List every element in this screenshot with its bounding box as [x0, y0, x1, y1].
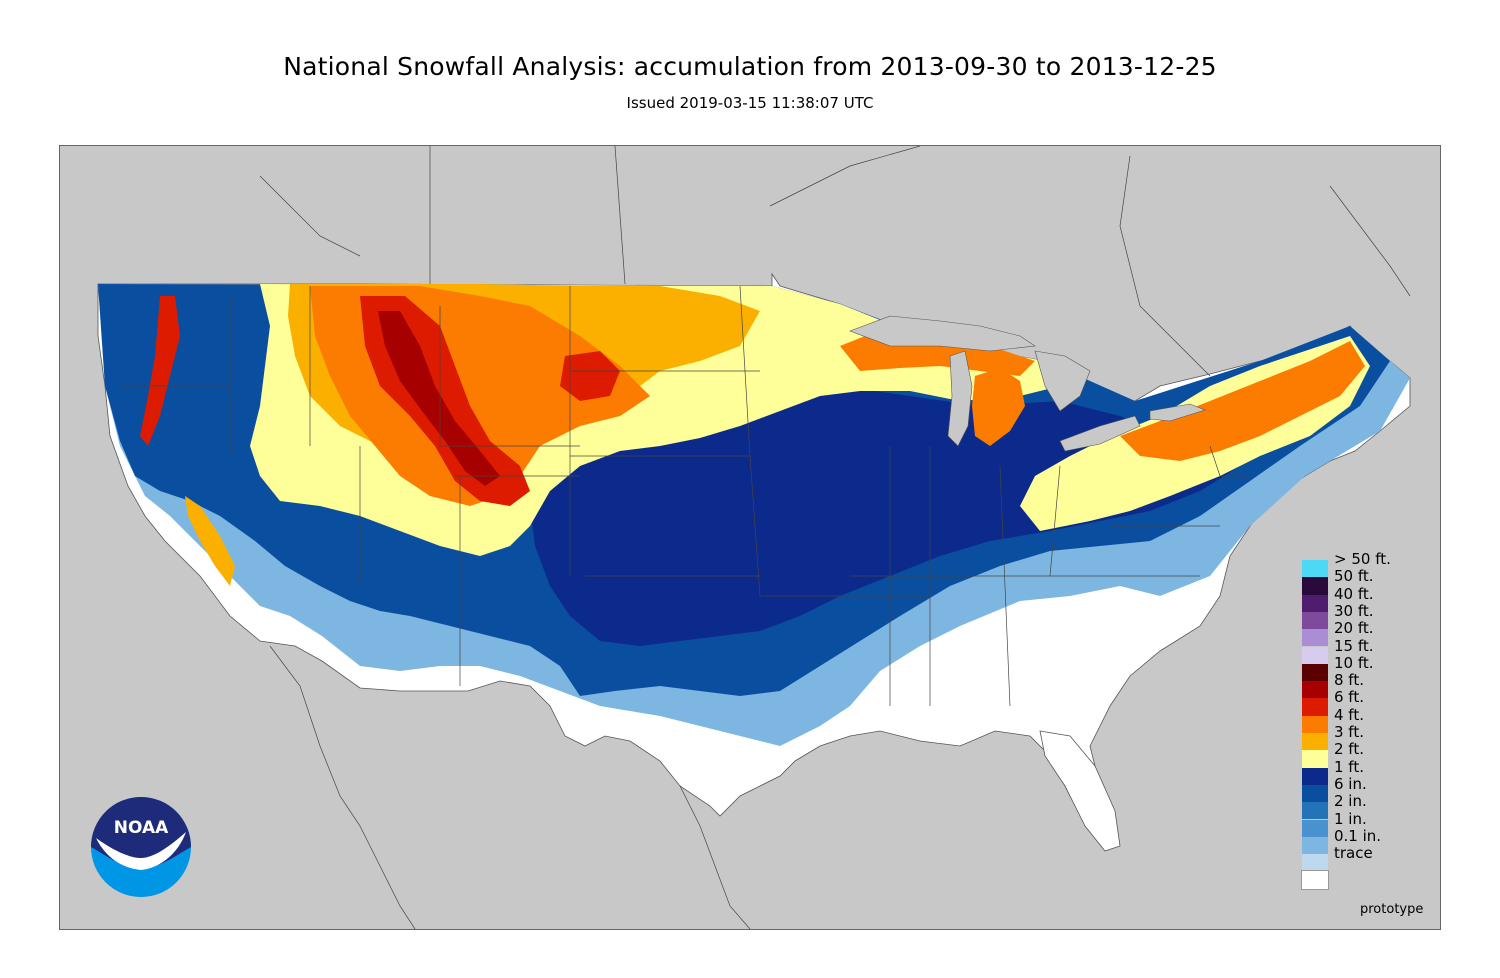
legend-label: 8 ft. [1334, 671, 1364, 690]
map-canvas [97, 146, 1411, 929]
legend-swatch [1302, 715, 1328, 733]
legend-label: 3 ft. [1334, 723, 1364, 741]
legend-swatch [1302, 819, 1328, 837]
legend-swatch [1302, 802, 1328, 820]
snowfall-map[interactable] [59, 145, 1441, 930]
florida-outline [1039, 730, 1121, 852]
legend-swatch [1302, 733, 1328, 751]
gulf-coast-mexico [679, 785, 751, 929]
legend-label: 1 ft. [1334, 757, 1364, 776]
legend-item: 1 in. [1302, 810, 1422, 837]
legend-label: > 50 ft. [1334, 550, 1391, 568]
legend-swatch [1302, 663, 1328, 682]
legend-label: 50 ft. [1334, 567, 1374, 586]
legend-label: 0.1 in. [1334, 826, 1382, 845]
legend-label: 15 ft. [1334, 636, 1374, 655]
noaa-logo-icon: NOAA [90, 796, 192, 898]
lake-superior [849, 315, 1036, 352]
prototype-label: prototype [1360, 902, 1424, 917]
legend-label: 2 ft. [1334, 740, 1364, 759]
legend-label: trace [1334, 844, 1373, 863]
snow-band-8ft [378, 311, 500, 486]
legend-item: 50 ft. [1302, 568, 1422, 595]
legend-swatch [1302, 629, 1328, 647]
legend-item: 30 ft. [1302, 602, 1422, 630]
lake-michigan [947, 350, 973, 447]
legend-swatch [1302, 594, 1328, 612]
legend-item: 15 ft. [1302, 637, 1422, 664]
legend-swatch [1302, 767, 1328, 785]
legend-item: > 50 ft. [1302, 551, 1422, 578]
snow-band-cascades [140, 296, 180, 446]
legend-item: 10 ft. [1302, 654, 1422, 682]
legend-label: 10 ft. [1334, 653, 1374, 672]
legend-swatch [1302, 577, 1328, 595]
legend-item: 0.1 in. [1302, 827, 1422, 855]
lake-erie [1059, 415, 1141, 452]
legend-label: 6 in. [1334, 774, 1367, 793]
legend-item: 6 ft. [1302, 689, 1422, 716]
mexico-coast [269, 645, 416, 929]
legend-label: 2 in. [1334, 792, 1367, 811]
noaa-logo-text: NOAA [114, 818, 169, 838]
legend-swatch [1302, 784, 1328, 803]
legend-label: 6 ft. [1334, 688, 1364, 707]
legend-item [1301, 870, 1422, 890]
legend-swatch [1302, 646, 1328, 664]
lake-huron [1034, 350, 1091, 412]
legend-item: 6 in. [1302, 775, 1422, 803]
legend-swatch [1302, 836, 1328, 855]
border-lines [120, 146, 1411, 707]
legend-label: 30 ft. [1334, 601, 1374, 620]
legend-swatch [1302, 854, 1328, 872]
legend-swatch [1302, 681, 1328, 699]
lake-ontario [1149, 403, 1206, 422]
legend-swatch [1302, 611, 1328, 630]
legend-swatch [1302, 750, 1328, 768]
legend-label: 1 in. [1334, 809, 1367, 828]
snow-band-dakota-red [560, 351, 620, 401]
legend-item: 1 ft. [1302, 758, 1422, 785]
snow-band-michigan [972, 368, 1025, 446]
legend-swatch [1302, 698, 1328, 716]
snow-band-1ft [530, 386, 1240, 646]
legend-item: 40 ft. [1302, 585, 1422, 612]
legend-item: 8 ft. [1302, 672, 1422, 699]
page-title: National Snowfall Analysis: accumulation… [283, 52, 1217, 81]
snow-band-sierra [185, 496, 235, 586]
legend-label: 4 ft. [1334, 705, 1364, 724]
legend-swatch [1302, 560, 1328, 578]
legend-item: 3 ft. [1302, 724, 1422, 751]
legend-item: 2 ft. [1302, 741, 1422, 768]
legend-item: 2 in. [1302, 793, 1422, 820]
snow-band-northeast [1120, 341, 1365, 461]
legend-label: 40 ft. [1334, 584, 1374, 603]
legend-swatch [1301, 870, 1329, 890]
legend-item: trace [1302, 845, 1422, 872]
legend-label: 20 ft. [1334, 619, 1374, 638]
legend-item: 4 ft. [1302, 706, 1422, 733]
legend-item: 20 ft. [1302, 620, 1422, 647]
issued-timestamp: Issued 2019-03-15 11:38:07 UTC [626, 94, 874, 112]
